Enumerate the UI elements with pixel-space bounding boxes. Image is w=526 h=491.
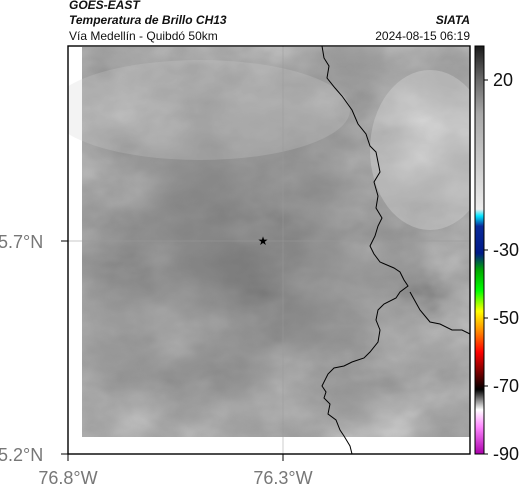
y-tick-label: 5.7°N — [0, 232, 43, 252]
ir-imagery — [68, 47, 470, 437]
x-tick-label: 76.8°W — [38, 468, 97, 488]
colorbar-label: 20 — [493, 70, 513, 90]
colorbar-label: -70 — [493, 376, 519, 396]
region-subtitle: Vía Medellín - Quibdó 50km — [69, 29, 218, 43]
x-tick-label: 76.3°W — [253, 468, 312, 488]
map-frame — [67, 45, 471, 455]
agency-label: SIATA — [435, 13, 470, 27]
star-icon: ★ — [258, 234, 269, 248]
product-title: Temperatura de Brillo CH13 — [69, 13, 227, 27]
timestamp-label: 2024-08-15 06:19 — [375, 29, 470, 43]
colorbar: 20 -30 -50 -70 -90 — [474, 45, 519, 464]
admin-border-branch — [409, 291, 471, 335]
colorbar-label: -30 — [493, 240, 519, 260]
colorbar-label: -50 — [493, 308, 519, 328]
colorbar-gradient — [475, 46, 484, 454]
satellite-title: GOES-EAST — [69, 0, 140, 12]
admin-border-line — [321, 45, 409, 455]
colorbar-label: -90 — [493, 444, 519, 464]
y-tick-label: 5.2°N — [0, 445, 43, 465]
